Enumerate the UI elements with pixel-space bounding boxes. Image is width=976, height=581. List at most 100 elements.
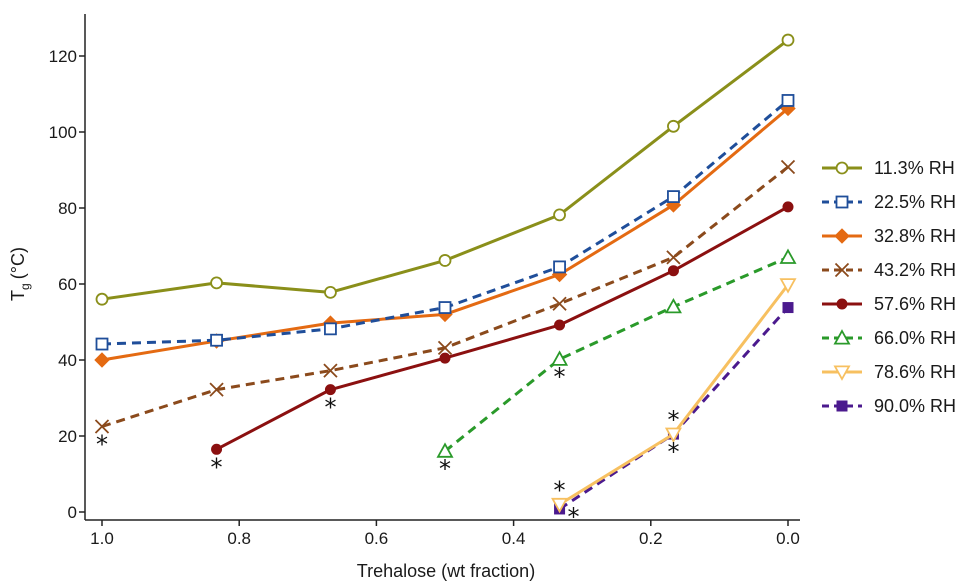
legend-swatch-marker xyxy=(836,298,848,310)
legend-label: 32.8% RH xyxy=(874,226,956,246)
data-point xyxy=(781,33,795,47)
annotation-layer: ********* xyxy=(96,363,679,531)
data-point xyxy=(95,292,109,306)
data-point xyxy=(553,208,566,222)
legend-swatch-marker xyxy=(834,262,850,278)
data-point xyxy=(551,350,569,366)
data-point xyxy=(94,352,110,368)
series-line xyxy=(101,165,789,428)
legend-swatch-marker xyxy=(833,365,851,381)
data-point xyxy=(94,419,110,434)
legend-item: 22.5% RH xyxy=(822,192,956,212)
legend-label: 57.6% RH xyxy=(874,294,956,314)
data-point xyxy=(667,190,680,204)
y-tick-label: 40 xyxy=(58,351,77,370)
legend-label: 11.3% RH xyxy=(874,158,955,178)
x-tick-label: 0.0 xyxy=(776,529,800,548)
y-axis-title: Tg (°C) xyxy=(8,247,32,301)
data-point xyxy=(209,382,224,397)
series-line xyxy=(101,107,789,362)
legend-swatch-marker xyxy=(835,195,849,209)
legend-swatch-marker xyxy=(834,228,850,244)
legend-label: 43.2% RH xyxy=(874,260,956,280)
significance-marker: * xyxy=(568,503,580,531)
legend-item: 43.2% RH xyxy=(822,260,956,280)
legend-item: 78.6% RH xyxy=(822,362,956,382)
series-32-8-rh xyxy=(94,100,796,368)
data-point xyxy=(210,276,223,290)
data-point xyxy=(666,250,681,265)
series-57-6-rh xyxy=(211,201,794,455)
x-tick-label: 0.2 xyxy=(639,529,663,548)
data-point xyxy=(667,119,680,133)
data-point xyxy=(782,201,794,213)
data-point xyxy=(439,352,451,364)
data-point xyxy=(211,443,223,455)
data-point xyxy=(554,319,566,331)
significance-marker: * xyxy=(324,394,336,422)
y-tick-label: 100 xyxy=(49,123,77,142)
series-78-6-rh xyxy=(551,278,797,514)
significance-marker: * xyxy=(667,406,679,434)
y-tick-label: 0 xyxy=(68,503,77,522)
legend-swatch-marker xyxy=(836,400,848,412)
significance-marker: * xyxy=(96,431,108,459)
x-tick-label: 0.6 xyxy=(365,529,389,548)
y-tick-label: 60 xyxy=(58,275,77,294)
significance-marker: * xyxy=(439,455,451,483)
legend-item: 57.6% RH xyxy=(822,294,956,314)
data-point xyxy=(667,265,679,277)
data-point xyxy=(779,248,797,264)
data-point xyxy=(95,337,109,351)
data-point xyxy=(436,442,454,458)
series-line xyxy=(215,205,789,451)
x-tick-label: 0.8 xyxy=(227,529,251,548)
legend-label: 66.0% RH xyxy=(874,328,956,348)
x-tick-label: 1.0 xyxy=(90,529,114,548)
y-axis-title-subscript: g xyxy=(18,283,32,290)
data-point xyxy=(779,278,797,294)
significance-marker: * xyxy=(667,438,679,466)
series-line xyxy=(444,256,789,453)
data-point xyxy=(780,159,796,175)
legend-label: 22.5% RH xyxy=(874,192,956,212)
legend-item: 90.0% RH xyxy=(822,396,956,416)
data-point xyxy=(210,333,223,347)
data-point xyxy=(324,384,336,396)
y-axis-title-units: (°C) xyxy=(8,247,28,279)
data-point xyxy=(324,322,337,336)
data-point xyxy=(781,94,795,107)
legend: 11.3% RH 22.5% RH 32.8% RH 43.2% RH 57.6% RH… xyxy=(822,158,956,416)
legend-label: 90.0% RH xyxy=(874,396,956,416)
series-layer xyxy=(94,33,797,515)
data-point xyxy=(553,260,566,274)
x-axis-title: Trehalose (wt fraction) xyxy=(357,561,535,581)
data-point xyxy=(664,297,682,314)
significance-marker: * xyxy=(554,476,566,504)
significance-marker: * xyxy=(554,363,566,391)
x-tick-label: 0.4 xyxy=(502,529,526,548)
data-point xyxy=(438,301,452,314)
series-11-3-rh xyxy=(95,33,795,306)
series-line xyxy=(558,283,790,506)
data-point xyxy=(782,302,794,314)
data-point xyxy=(551,497,569,514)
series-66-0-rh xyxy=(436,248,797,458)
legend-item: 66.0% RH xyxy=(822,328,956,348)
legend-label: 78.6% RH xyxy=(874,362,956,382)
data-point xyxy=(552,296,567,311)
axes: 0 20 40 60 80 100 120 1.0 0.8 0.6 0.4 0.2 0.0 xyxy=(49,14,800,548)
series-22-5-rh xyxy=(95,94,795,351)
series-43-2-rh xyxy=(94,159,796,434)
legend-swatch-marker xyxy=(833,329,851,345)
data-point xyxy=(324,285,337,299)
y-tick-label: 20 xyxy=(58,427,77,446)
data-point xyxy=(323,363,338,378)
legend-swatch-marker xyxy=(835,161,849,175)
legend-item: 11.3% RH xyxy=(822,158,955,178)
significance-marker: * xyxy=(211,453,223,481)
y-axis-title-symbol: T xyxy=(8,290,28,301)
legend-item: 32.8% RH xyxy=(822,226,956,246)
data-point xyxy=(438,254,452,267)
